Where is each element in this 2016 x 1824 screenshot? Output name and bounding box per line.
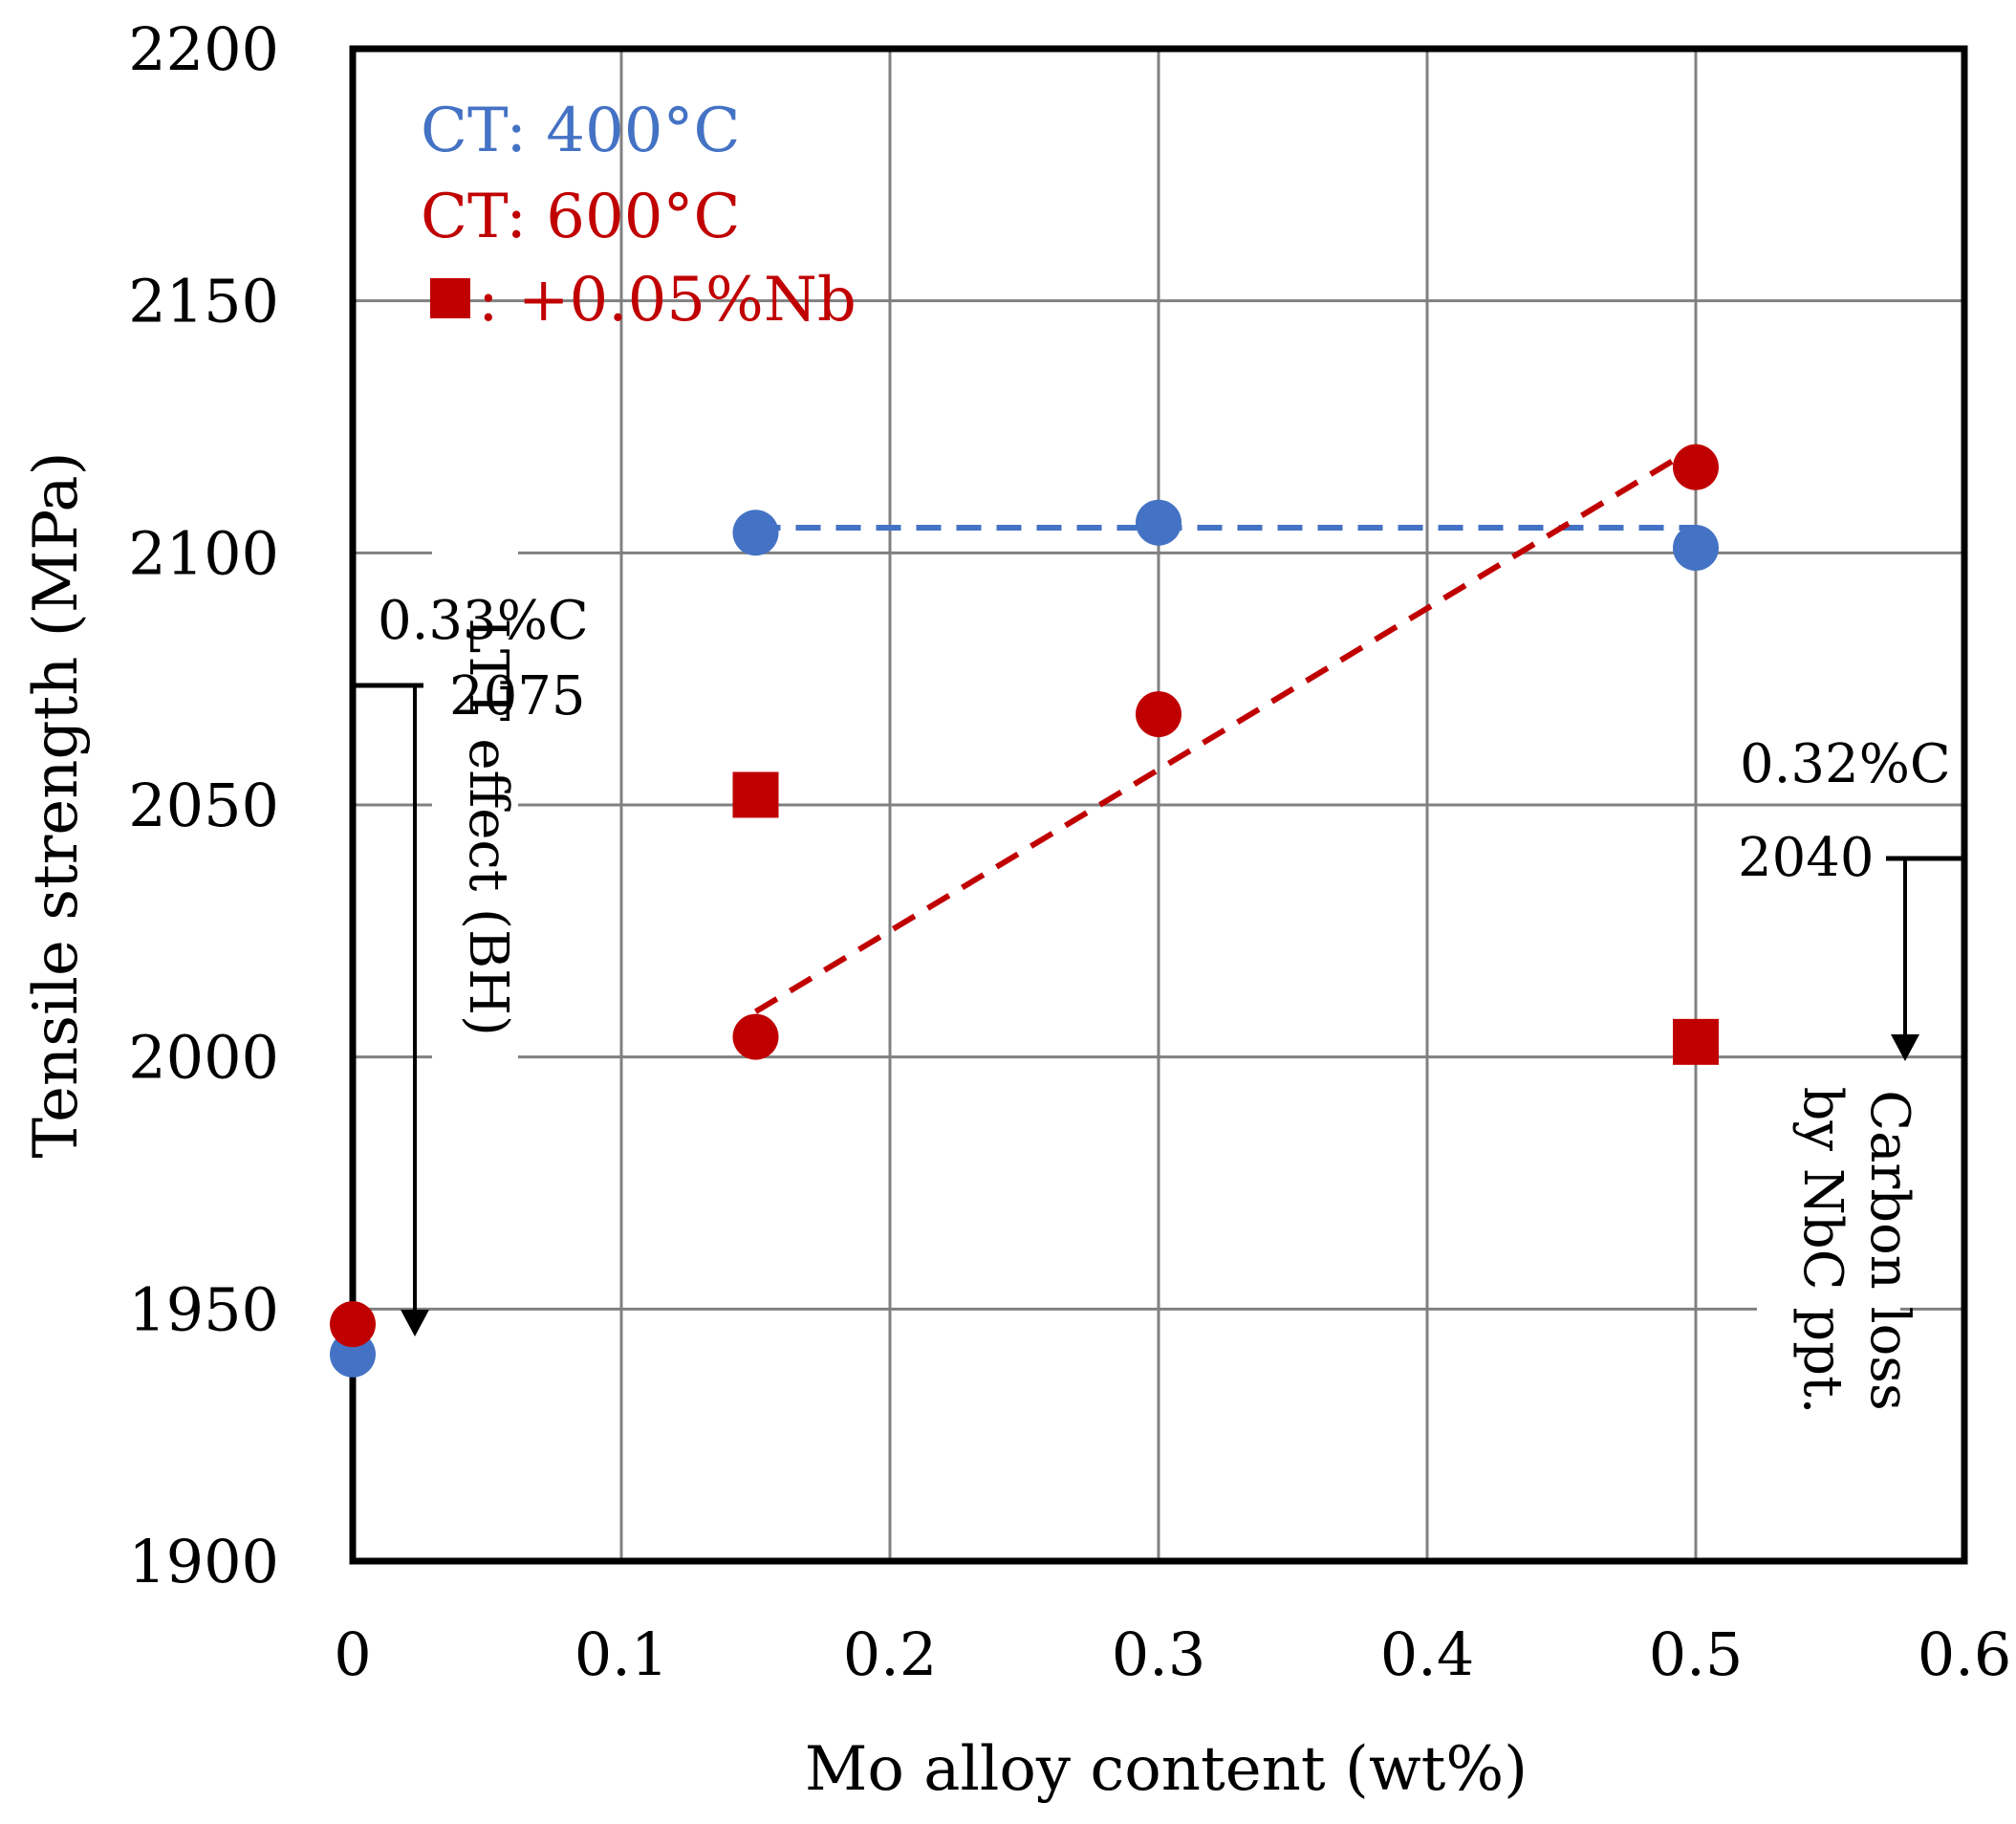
legend: CT: 400°C CT: 600°C : +0.05%Nb xyxy=(421,96,856,336)
data-point-circle xyxy=(1136,499,1181,546)
right-arrow-head xyxy=(1891,1034,1919,1061)
data-point-circle xyxy=(732,1013,779,1060)
data-point-circle xyxy=(1673,525,1719,572)
y-tick-label: 2200 xyxy=(128,14,279,84)
trendlines xyxy=(753,445,1698,1014)
right-arrow-text-1: Carbon loss xyxy=(1858,1090,1920,1411)
legend-entry: CT: 400°C xyxy=(421,96,740,166)
y-tick-label: 2000 xyxy=(128,1023,279,1093)
x-tick-label: 0.1 xyxy=(574,1619,669,1689)
left-value-label: 2075 xyxy=(449,665,586,727)
trendline xyxy=(753,445,1698,1014)
annotation-background xyxy=(1757,1080,1900,1434)
legend-marker-square xyxy=(430,278,470,318)
data-marks xyxy=(330,444,1719,1378)
x-axis-title: Mo alloy content (wt%) xyxy=(805,1734,1528,1805)
x-tick-label: 0.2 xyxy=(843,1619,938,1689)
y-tick-label: 1900 xyxy=(128,1527,279,1596)
grid-lines xyxy=(353,49,1964,1561)
legend-entry: CT: 600°C xyxy=(421,182,740,252)
right-arrow-text-2: by NbC ppt. xyxy=(1791,1087,1853,1415)
annotation-background xyxy=(432,535,518,1166)
y-tick-label: 2100 xyxy=(128,518,279,588)
annotations: 0.33%C 2075 LTT effect (BH) 0.32%C 2040 … xyxy=(353,590,1964,1414)
y-tick-label: 2050 xyxy=(128,771,279,840)
y-axis-title: Tensile strength (MPa) xyxy=(21,451,92,1158)
data-point-circle xyxy=(330,1301,376,1348)
y-tick-label: 2150 xyxy=(128,267,279,337)
x-tick-label: 0 xyxy=(334,1619,371,1689)
y-tick-label: 1950 xyxy=(128,1274,279,1344)
tick-labels: 0 0.1 0.2 0.3 0.4 0.5 0.6 1900 1950 2000 2050 2100 2… xyxy=(128,14,2011,1689)
annotation-background xyxy=(1728,822,1872,891)
annotation-background xyxy=(1728,727,1929,803)
right-carbon-label: 0.32%C xyxy=(1740,733,1951,795)
left-arrow-text: LTT effect (BH) xyxy=(457,618,519,1036)
left-arrow-head xyxy=(401,1310,429,1336)
x-tick-label: 0.6 xyxy=(1918,1619,2012,1689)
data-point-square xyxy=(732,771,779,818)
data-point-circle xyxy=(1673,444,1719,490)
x-tick-label: 0.4 xyxy=(1380,1619,1475,1689)
legend-entry: : +0.05%Nb xyxy=(478,265,856,336)
left-carbon-label: 0.33%C xyxy=(378,590,589,652)
x-tick-label: 0.5 xyxy=(1649,1619,1744,1689)
plot-area-frame xyxy=(349,45,1968,1565)
data-point-circle xyxy=(732,510,779,556)
data-point-circle xyxy=(1136,691,1181,738)
x-tick-label: 0.3 xyxy=(1112,1619,1206,1689)
data-point-square xyxy=(1673,1018,1719,1065)
right-value-label: 2040 xyxy=(1738,827,1875,889)
